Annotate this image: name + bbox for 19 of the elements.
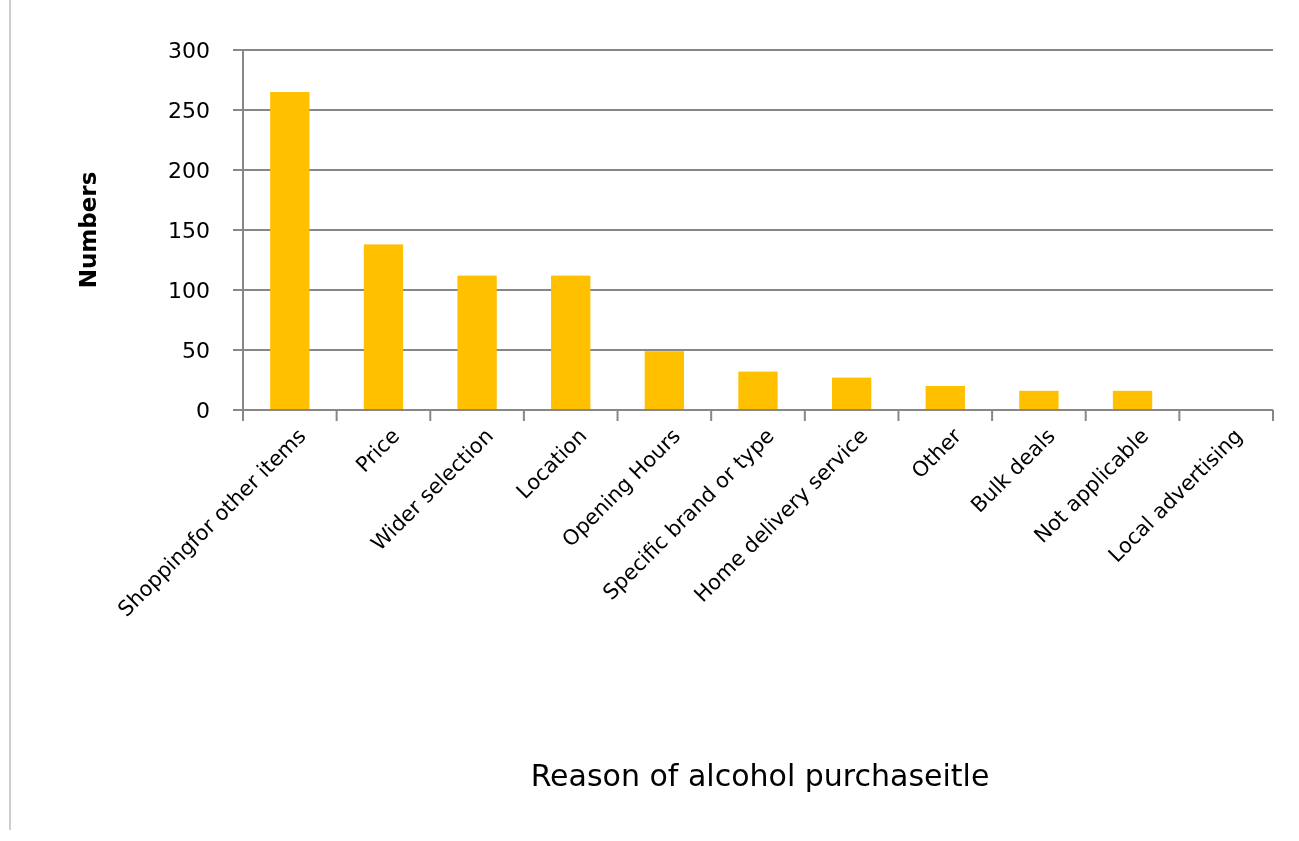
y-tick-label: 150 [168, 217, 210, 243]
y-tick-label: 50 [182, 337, 210, 363]
bar [925, 386, 965, 410]
bar [457, 275, 497, 410]
bar [270, 92, 310, 410]
y-axis-title: Numbers [75, 171, 102, 289]
y-tick-label: 100 [168, 277, 210, 303]
bar [644, 351, 685, 410]
bar [831, 377, 872, 410]
bar [1112, 390, 1153, 410]
x-axis-title: Reason of alcohol purchaseitle [530, 757, 990, 793]
bar [1019, 390, 1059, 410]
bar [551, 275, 591, 410]
y-tick-label: 300 [168, 37, 210, 63]
y-tick-label: 0 [196, 397, 210, 423]
bar [738, 371, 778, 410]
y-tick-label: 200 [168, 157, 210, 183]
bar [363, 244, 404, 410]
y-tick-label: 250 [168, 97, 210, 123]
